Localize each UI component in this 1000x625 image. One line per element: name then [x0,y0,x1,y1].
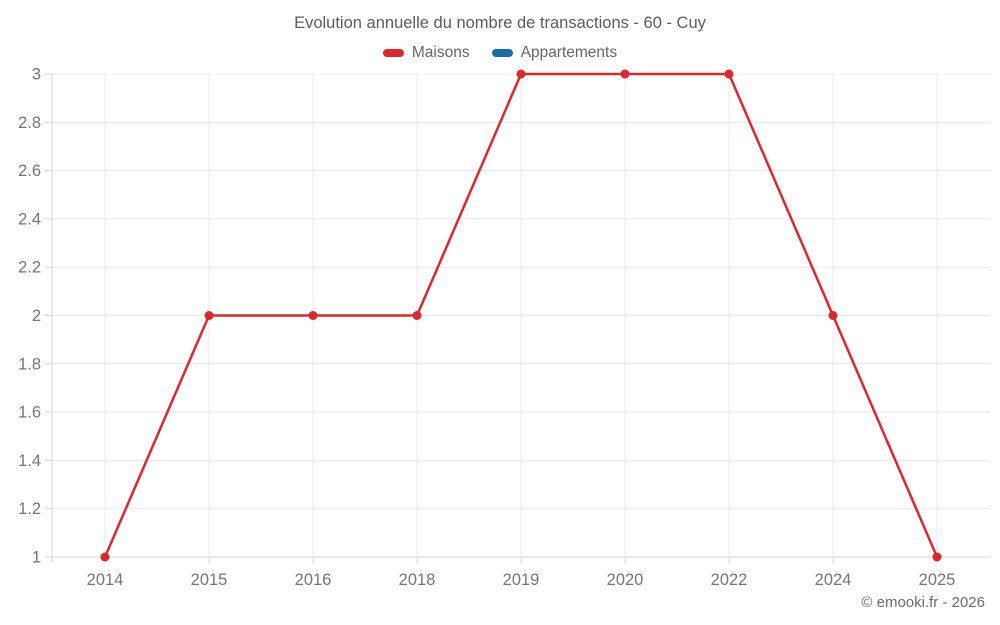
chart-title: Evolution annuelle du nombre de transact… [294,14,706,32]
y-tick-label: 2.6 [18,162,41,180]
appartements-color-swatch [491,49,513,57]
x-tick-label: 2015 [191,571,228,589]
data-point[interactable] [100,552,110,562]
y-tick-label: 3 [32,66,41,84]
x-tick-label: 2018 [399,571,436,589]
y-tick-label: 2.8 [18,114,41,132]
data-point[interactable] [828,311,838,320]
x-tick-label: 2022 [711,571,748,589]
x-tick-label: 2024 [815,571,852,589]
legend-item-appartements[interactable]: Appartements [491,44,618,62]
data-point[interactable] [620,69,630,79]
copyright-text: © emooki.fr - 2026 [861,594,985,611]
y-tick-label: 2.2 [18,259,41,277]
chart-legend: Maisons Appartements [0,44,1000,62]
y-tick-label: 1.6 [18,404,41,422]
y-tick-label: 1.4 [18,452,41,470]
data-point[interactable] [308,311,318,320]
x-tick-label: 2016 [295,571,332,589]
data-point[interactable] [204,311,214,320]
data-point[interactable] [932,552,942,562]
maisons-color-swatch [382,49,404,57]
x-tick-label: 2025 [919,571,956,589]
y-tick-label: 1 [32,549,41,567]
data-point[interactable] [516,69,526,79]
x-tick-label: 2014 [87,571,124,589]
data-point[interactable] [412,311,422,320]
legend-label-appartements: Appartements [520,44,618,61]
y-tick-label: 1.2 [18,500,41,518]
y-tick-label: 2.4 [18,210,41,228]
y-tick-label: 2 [32,307,41,325]
y-tick-label: 1.8 [18,355,41,373]
legend-label-maisons: Maisons [411,44,470,61]
legend-item-maisons[interactable]: Maisons [382,44,470,62]
x-tick-label: 2020 [607,571,644,589]
x-tick-label: 2019 [503,571,540,589]
data-point[interactable] [724,69,734,79]
